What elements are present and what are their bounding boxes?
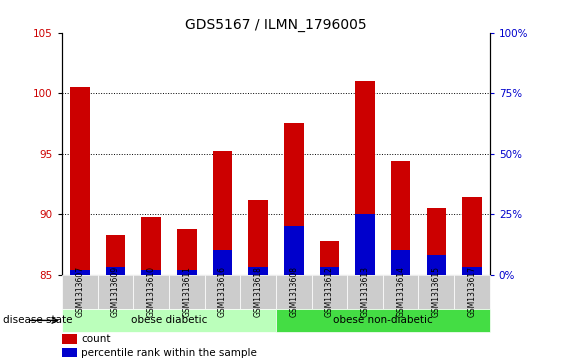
Bar xyxy=(347,275,383,309)
Text: GSM1313610: GSM1313610 xyxy=(146,266,155,317)
Text: GSM1313612: GSM1313612 xyxy=(325,266,334,317)
Bar xyxy=(248,268,268,275)
Bar xyxy=(391,250,410,275)
Bar xyxy=(141,217,161,275)
Bar xyxy=(213,250,232,275)
Text: GSM1313613: GSM1313613 xyxy=(360,266,369,317)
Bar xyxy=(62,348,77,357)
Bar xyxy=(97,275,133,309)
Bar xyxy=(383,275,418,309)
Bar xyxy=(133,275,169,309)
Bar xyxy=(106,268,125,275)
Bar xyxy=(62,275,97,309)
Bar xyxy=(391,161,410,275)
Bar xyxy=(355,214,375,275)
Text: GSM1313614: GSM1313614 xyxy=(396,266,405,317)
Text: GSM1313611: GSM1313611 xyxy=(182,266,191,317)
Text: disease state: disease state xyxy=(3,315,72,325)
Bar xyxy=(70,270,90,275)
Bar xyxy=(427,208,446,275)
Text: GSM1313616: GSM1313616 xyxy=(218,266,227,317)
Bar xyxy=(204,275,240,309)
Text: obese diabetic: obese diabetic xyxy=(131,315,207,325)
Text: GSM1313617: GSM1313617 xyxy=(467,266,476,317)
Bar xyxy=(248,200,268,275)
Text: GSM1313609: GSM1313609 xyxy=(111,266,120,317)
Bar xyxy=(462,197,482,275)
Bar xyxy=(462,268,482,275)
Bar xyxy=(169,275,204,309)
Bar xyxy=(355,81,375,275)
Bar xyxy=(177,270,196,275)
Text: GSM1313607: GSM1313607 xyxy=(75,266,84,317)
Bar xyxy=(418,275,454,309)
Bar xyxy=(454,275,490,309)
Bar xyxy=(276,309,490,332)
Bar xyxy=(240,275,276,309)
Bar xyxy=(177,229,196,275)
Text: GSM1313608: GSM1313608 xyxy=(289,266,298,317)
Text: GSM1313615: GSM1313615 xyxy=(432,266,441,317)
Bar xyxy=(62,334,77,344)
Text: percentile rank within the sample: percentile rank within the sample xyxy=(81,348,257,358)
Text: obese non-diabetic: obese non-diabetic xyxy=(333,315,433,325)
Bar xyxy=(311,275,347,309)
Bar xyxy=(427,255,446,275)
Bar xyxy=(284,123,303,275)
Bar xyxy=(320,268,339,275)
Text: count: count xyxy=(81,334,111,344)
Title: GDS5167 / ILMN_1796005: GDS5167 / ILMN_1796005 xyxy=(185,18,367,32)
Bar xyxy=(141,270,161,275)
Bar xyxy=(320,241,339,275)
Bar xyxy=(62,309,276,332)
Bar xyxy=(70,87,90,275)
Bar xyxy=(106,235,125,275)
Bar xyxy=(284,226,303,275)
Bar xyxy=(213,151,232,275)
Text: GSM1313618: GSM1313618 xyxy=(253,266,262,317)
Bar xyxy=(276,275,311,309)
